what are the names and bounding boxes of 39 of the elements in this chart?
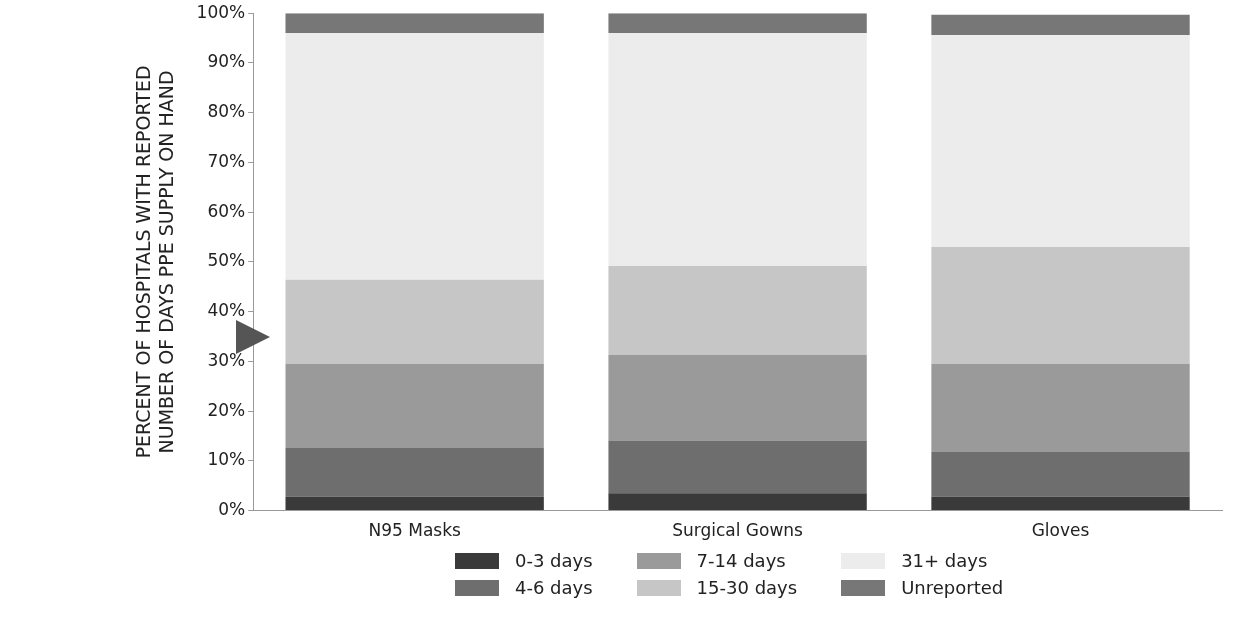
bar xyxy=(608,354,867,441)
bar xyxy=(285,496,544,511)
bar xyxy=(931,363,1190,452)
y-axis-title: PERCENT OF HOSPITALS WITH REPORTED NUMBER OF DAYS PPE SUPPLY ON HAND xyxy=(132,65,178,459)
y-tick-label: 100% xyxy=(196,1,246,22)
bar xyxy=(285,13,544,34)
bar xyxy=(608,13,867,34)
bar xyxy=(285,279,544,364)
bar xyxy=(285,447,544,497)
bar xyxy=(285,33,544,280)
y-tick-label: 10% xyxy=(207,449,246,470)
y-tick-label: 70% xyxy=(207,150,246,171)
y-tick-label: 60% xyxy=(207,200,246,221)
bar xyxy=(931,451,1190,497)
legend-label: 0-3 days xyxy=(515,550,593,571)
legend-label: 4-6 days xyxy=(515,577,593,598)
bar xyxy=(608,440,867,494)
legend-label: 31+ days xyxy=(901,550,988,571)
legend-label: Unreported xyxy=(901,577,1004,598)
bar xyxy=(608,493,867,511)
y-tick-label: 0% xyxy=(218,499,246,520)
x-tick-label: Gloves xyxy=(1031,520,1090,541)
y-tick-label: 80% xyxy=(207,101,246,122)
y-tick-label: 90% xyxy=(207,51,246,72)
bar xyxy=(931,496,1190,511)
y-tick-label: 30% xyxy=(207,349,246,370)
bar xyxy=(931,14,1190,36)
bar xyxy=(931,246,1190,364)
legend-label: 7-14 days xyxy=(696,550,786,571)
y-tick-label: 20% xyxy=(207,399,246,420)
y-tick-label: 50% xyxy=(207,250,246,271)
bar xyxy=(931,35,1190,247)
bar xyxy=(285,363,544,448)
legend-label: 15-30 days xyxy=(696,577,798,598)
bar xyxy=(608,265,867,355)
bar xyxy=(608,33,867,266)
x-tick-label: Surgical Gowns xyxy=(672,520,804,541)
y-tick-label: 40% xyxy=(207,300,246,321)
x-tick-label: N95 Masks xyxy=(368,520,461,541)
